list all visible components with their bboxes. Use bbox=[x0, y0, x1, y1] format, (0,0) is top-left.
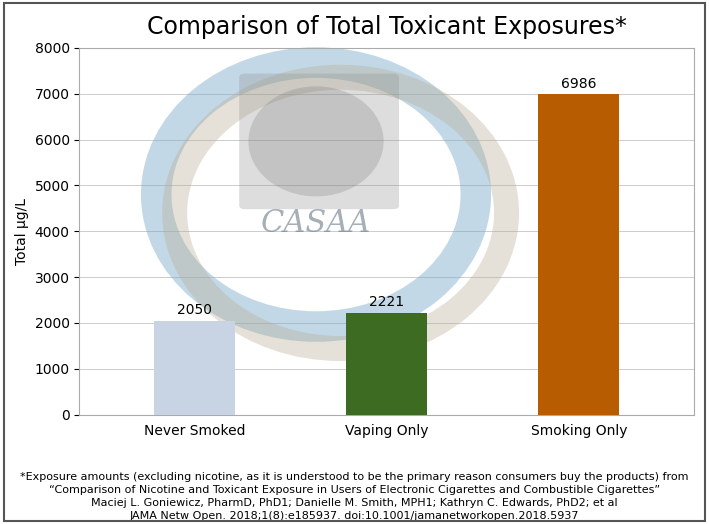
Title: Comparison of Total Toxicant Exposures*: Comparison of Total Toxicant Exposures* bbox=[147, 15, 627, 39]
Bar bbox=[538, 94, 619, 414]
Text: 6986: 6986 bbox=[561, 77, 596, 91]
Ellipse shape bbox=[248, 86, 384, 196]
Text: CASAA: CASAA bbox=[261, 209, 371, 239]
FancyBboxPatch shape bbox=[239, 73, 399, 209]
Text: *Exposure amounts (excluding nicotine, as it is understood to be the primary rea: *Exposure amounts (excluding nicotine, a… bbox=[21, 472, 688, 521]
Bar bbox=[155, 321, 235, 414]
Text: 2050: 2050 bbox=[177, 303, 212, 317]
Bar bbox=[347, 313, 427, 414]
Y-axis label: Total μg/L: Total μg/L bbox=[15, 198, 29, 265]
Text: 2221: 2221 bbox=[369, 295, 404, 309]
